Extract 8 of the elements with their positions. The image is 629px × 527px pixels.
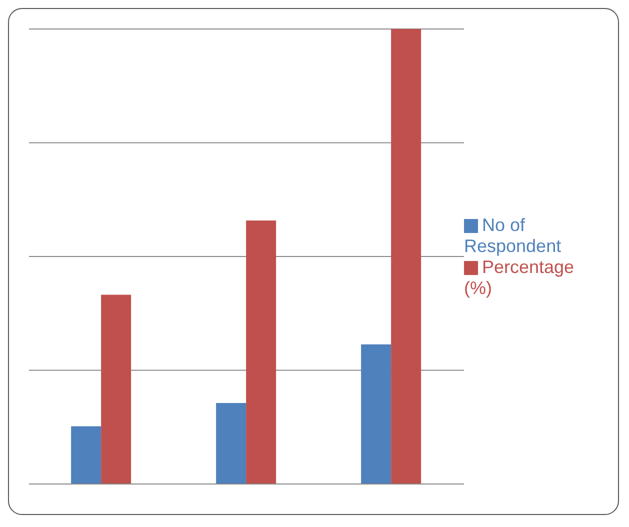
bar — [101, 294, 132, 484]
bar — [246, 220, 276, 484]
bar — [216, 403, 246, 484]
legend-label: Percentage (%) — [464, 256, 574, 298]
bar — [71, 426, 102, 484]
legend-label: No of Respondent — [464, 214, 562, 256]
bar — [361, 344, 392, 484]
bar — [391, 29, 422, 484]
